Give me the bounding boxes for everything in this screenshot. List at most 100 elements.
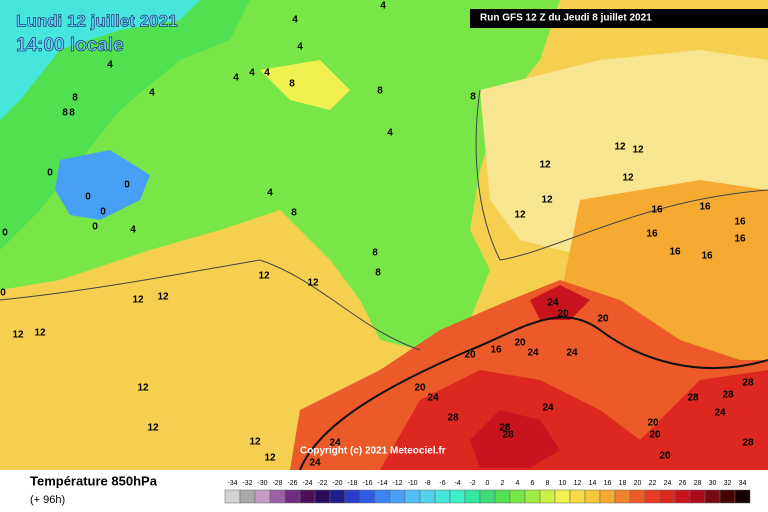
contour-label: 12: [264, 453, 276, 464]
contour-label: 8: [372, 248, 378, 259]
contour-label: 16: [490, 345, 502, 356]
contour-label: 4: [233, 73, 239, 84]
scale-tick-label: 32: [724, 480, 732, 487]
scale-swatch: [269, 489, 286, 504]
contour-label: 4: [380, 1, 386, 12]
contour-label: 8: [69, 108, 75, 119]
scale-tick-label: 26: [679, 480, 687, 487]
contour-label: 4: [264, 68, 270, 79]
scale-tick-label: -26: [287, 480, 297, 487]
contour-label: 20: [649, 430, 661, 441]
contour-label: 20: [597, 314, 609, 325]
scale-swatch: [224, 489, 241, 504]
scale-swatch: [644, 489, 661, 504]
scale-tick-label: -14: [377, 480, 387, 487]
scale-swatch: [719, 489, 736, 504]
contour-label: 0: [100, 207, 106, 218]
scale-swatch: [554, 489, 571, 504]
scale-tick-label: 20: [634, 480, 642, 487]
run-panel: [470, 9, 768, 28]
scale-swatch: [704, 489, 721, 504]
time-label: 14:00 locale: [16, 35, 124, 56]
contour-label: 8: [377, 86, 383, 97]
contour-label: 4: [130, 225, 136, 236]
scale-tick-label: 18: [619, 480, 627, 487]
contour-label: 8: [72, 93, 78, 104]
scale-swatch: [584, 489, 601, 504]
scale-tick-label: -32: [242, 480, 252, 487]
contour-label: 4: [249, 68, 255, 79]
scale-swatch: [299, 489, 316, 504]
contour-label: 12: [614, 142, 626, 153]
contour-label: 12: [541, 195, 553, 206]
contour-label: 0: [124, 180, 130, 191]
contour-label: 12: [12, 330, 24, 341]
scale-tick-label: 0: [486, 480, 490, 487]
date-label: Lundi 12 juillet 2021: [16, 11, 178, 30]
scale-swatch: [329, 489, 346, 504]
scale-swatch: [419, 489, 436, 504]
scale-swatch: [614, 489, 631, 504]
contour-label: 24: [566, 348, 578, 359]
scale-swatch: [389, 489, 406, 504]
scale-swatch: [479, 489, 496, 504]
contour-label: 0: [47, 168, 53, 179]
scale-swatch: [359, 489, 376, 504]
contour-label: 24: [329, 438, 341, 449]
contour-label: 12: [249, 437, 261, 448]
contour-label: 8: [470, 92, 476, 103]
contour-label: 20: [464, 350, 476, 361]
scale-swatch: [344, 489, 361, 504]
scale-tick-label: -2: [469, 480, 475, 487]
scale-tick-label: 24: [664, 480, 672, 487]
scale-tick-label: -6: [439, 480, 445, 487]
scale-tick-label: -10: [407, 480, 417, 487]
contour-label: 16: [669, 247, 681, 258]
scale-tick-label: 30: [709, 480, 717, 487]
scale-swatch: [254, 489, 271, 504]
contour-label: 0: [85, 192, 91, 203]
scale-tick-label: -28: [272, 480, 282, 487]
scale-tick-label: 2: [501, 480, 505, 487]
scale-tick-label: 28: [694, 480, 702, 487]
scale-tick-label: -16: [362, 480, 372, 487]
contour-label: 24: [547, 298, 559, 309]
scale-tick-label: 34: [739, 480, 747, 487]
scale-swatch: [404, 489, 421, 504]
contour-label: 20: [659, 451, 671, 462]
scale-tick-label: 12: [574, 480, 582, 487]
scale-tick-label: 22: [649, 480, 657, 487]
run-label: Run GFS 12 Z du Jeudi 8 juillet 2021: [480, 13, 652, 24]
contour-label: 28: [742, 378, 754, 389]
contour-label: 12: [514, 210, 526, 221]
scale-tick-label: -20: [332, 480, 342, 487]
scale-swatch: [434, 489, 451, 504]
scale-tick-label: -34: [227, 480, 237, 487]
scale-swatch: [524, 489, 541, 504]
contour-label: 16: [646, 229, 658, 240]
scale-tick-label: -18: [347, 480, 357, 487]
contour-label: 28: [447, 413, 459, 424]
scale-tick-label: -22: [317, 480, 327, 487]
scale-swatch: [374, 489, 391, 504]
contour-label: 24: [427, 393, 439, 404]
contour-label: 4: [387, 128, 393, 139]
contour-label: 8: [291, 208, 297, 219]
contour-label: 28: [687, 393, 699, 404]
scale-tick-label: 10: [559, 480, 567, 487]
scale-tick-label: -8: [424, 480, 430, 487]
copyright: Copyright (c) 2021 Meteociel.fr: [300, 446, 446, 457]
contour-label: 24: [309, 458, 321, 469]
contour-label: 20: [647, 418, 659, 429]
contour-label: 16: [699, 202, 711, 213]
contour-label: 16: [651, 205, 663, 216]
map-background: [0, 0, 768, 471]
scale-tick-label: -24: [302, 480, 312, 487]
contour-label: 28: [722, 390, 734, 401]
scale-tick-label: 14: [589, 480, 597, 487]
contour-label: 8: [375, 268, 381, 279]
contour-label: 24: [527, 348, 539, 359]
contour-label: 28: [499, 423, 511, 434]
contour-label: 12: [622, 173, 634, 184]
